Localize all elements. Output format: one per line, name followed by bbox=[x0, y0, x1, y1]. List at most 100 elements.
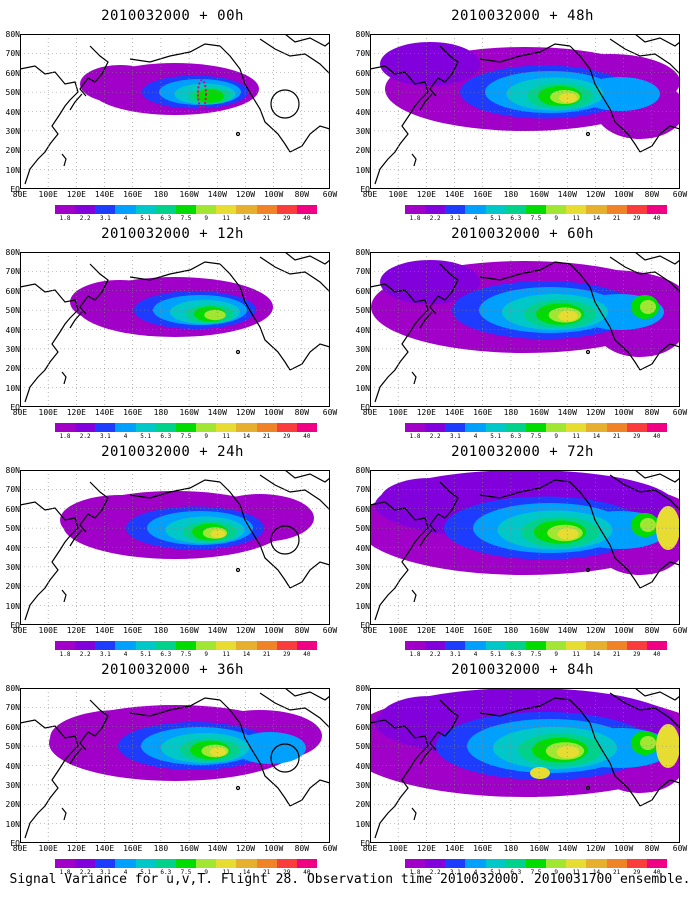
colorbar-swatch bbox=[75, 205, 96, 214]
colorbar-swatch bbox=[445, 641, 466, 650]
colorbar-label: 3.1 bbox=[99, 433, 111, 440]
longitude-label: 80W bbox=[294, 408, 310, 417]
colorbar-label: 11 bbox=[222, 651, 230, 658]
colorbar-swatch bbox=[115, 859, 136, 868]
colorbar-swatch bbox=[485, 205, 506, 214]
longitude-label: 60W bbox=[322, 844, 338, 853]
colorbar-swatch bbox=[546, 859, 567, 868]
north-america-west-coast bbox=[219, 481, 291, 589]
colorbar-swatch bbox=[405, 859, 426, 868]
map-frame bbox=[20, 34, 330, 189]
latitude-label: 10N bbox=[355, 383, 370, 393]
colorbar-label: 5.1 bbox=[140, 215, 152, 222]
japan-coast bbox=[419, 311, 433, 329]
colorbar-swatch bbox=[55, 205, 76, 214]
latitude-label: 50N bbox=[355, 742, 370, 752]
colorbar-label: 21 bbox=[262, 215, 271, 222]
colorbar-label: 4 bbox=[473, 869, 478, 876]
latitude-label: 30N bbox=[355, 780, 370, 790]
colorbar-swatch bbox=[586, 205, 607, 214]
colorbar-swatch bbox=[276, 641, 297, 650]
colorbar-swatch bbox=[626, 641, 647, 650]
longitude-label: 80W bbox=[644, 408, 660, 417]
longitude-label: 160W bbox=[529, 190, 549, 199]
map-frame bbox=[20, 470, 330, 625]
latitude-label: 60N bbox=[355, 286, 370, 296]
hawaii-islands bbox=[235, 349, 241, 355]
latitude-label: EQ bbox=[360, 839, 370, 848]
latitude-label: EQ bbox=[10, 839, 20, 848]
colorbar-swatch bbox=[175, 423, 197, 432]
colorbar-label: 6.3 bbox=[160, 433, 172, 440]
longitude-label: 120E bbox=[66, 190, 86, 199]
colorbar-label: 11 bbox=[572, 651, 580, 658]
colorbar-label: 4 bbox=[123, 869, 128, 876]
colorbar-label: 7.5 bbox=[180, 651, 192, 658]
kamchatka-coast bbox=[79, 481, 109, 533]
latitude-label: 20N bbox=[5, 800, 20, 810]
colorbar-swatch bbox=[236, 641, 257, 650]
arctic-islands bbox=[284, 470, 330, 483]
panel-title: 2010032000 + 36h bbox=[101, 662, 244, 678]
latitude-label: 50N bbox=[355, 524, 370, 534]
longitude-label: 180 bbox=[153, 190, 169, 199]
colorbar-labels: 1.8 2.2 3.1 4 5.1 6.3 7.5 9 11 14 21 29 40 bbox=[405, 869, 667, 877]
philippines-coast bbox=[61, 153, 67, 167]
longitude-label: 140E bbox=[94, 626, 115, 635]
colorbar-swatch bbox=[95, 641, 116, 650]
latitude-label: 60N bbox=[5, 722, 20, 732]
colorbar-label: 9 bbox=[204, 869, 208, 876]
colorbar-label: 14 bbox=[242, 651, 251, 658]
highlight-circle bbox=[270, 525, 300, 555]
colorbar-label: 9 bbox=[554, 433, 558, 440]
colorbar-label: 29 bbox=[283, 215, 291, 222]
contour-level-9 bbox=[209, 747, 227, 757]
colorbar-label: 40 bbox=[303, 869, 311, 876]
longitude-label: 60W bbox=[672, 408, 688, 417]
latitude-label: 20N bbox=[355, 146, 370, 156]
canada-coast bbox=[609, 38, 680, 75]
contour-level-8 bbox=[640, 300, 656, 314]
colorbar-swatch bbox=[115, 641, 136, 650]
gulf-coast bbox=[289, 343, 330, 371]
colorbar-label: 40 bbox=[303, 215, 311, 222]
colorbar-label: 29 bbox=[633, 869, 641, 876]
longitude-label: 160E bbox=[473, 408, 493, 417]
colorbar-swatch bbox=[566, 859, 587, 868]
latitude-label: 20N bbox=[355, 582, 370, 592]
longitude-label: 120E bbox=[416, 408, 436, 417]
longitude-labels: 80E 100E 120E 140E 160E 180 160W 140W 120W 100W 80… bbox=[363, 190, 687, 200]
latitude-label: 80N bbox=[5, 684, 20, 693]
contour-level-2 bbox=[380, 42, 480, 86]
colorbar-swatch bbox=[445, 423, 466, 432]
longitude-label: 180 bbox=[503, 408, 519, 417]
longitude-label: 100W bbox=[613, 626, 634, 635]
coastlines bbox=[20, 34, 330, 185]
colorbar-label: 29 bbox=[283, 869, 291, 876]
colorbar-swatch bbox=[566, 205, 587, 214]
colorbar-label: 3.1 bbox=[99, 869, 111, 876]
north-america-west-coast bbox=[569, 699, 641, 807]
colorbar-labels: 1.8 2.2 3.1 4 5.1 6.3 7.5 9 11 14 21 29 40 bbox=[55, 433, 317, 441]
colorbar bbox=[405, 859, 668, 868]
longitude-label: 80W bbox=[294, 626, 310, 635]
map-frame bbox=[370, 252, 680, 407]
map-plot bbox=[370, 34, 680, 189]
latitude-labels: 80N 70N 60N 50N 40N 30N 20N 10N EQ bbox=[0, 684, 20, 848]
longitude-label: 100E bbox=[388, 626, 408, 635]
colorbar-swatch bbox=[425, 205, 446, 214]
hawaii-islands bbox=[585, 567, 591, 573]
longitude-label: 80W bbox=[294, 844, 310, 853]
kamchatka-coast bbox=[429, 263, 459, 315]
colorbar-swatch bbox=[525, 641, 547, 650]
map-plot bbox=[370, 688, 680, 843]
kamchatka-coast bbox=[429, 45, 459, 97]
longitude-label: 160W bbox=[179, 844, 199, 853]
colorbar-swatch bbox=[405, 641, 426, 650]
colorbar-swatch bbox=[95, 859, 116, 868]
longitude-label: 140E bbox=[94, 408, 115, 417]
colorbar-label: 2.2 bbox=[79, 651, 91, 658]
colorbar-swatch bbox=[135, 205, 156, 214]
colorbar-swatch bbox=[55, 423, 76, 432]
colorbar-label: 6.3 bbox=[510, 433, 522, 440]
